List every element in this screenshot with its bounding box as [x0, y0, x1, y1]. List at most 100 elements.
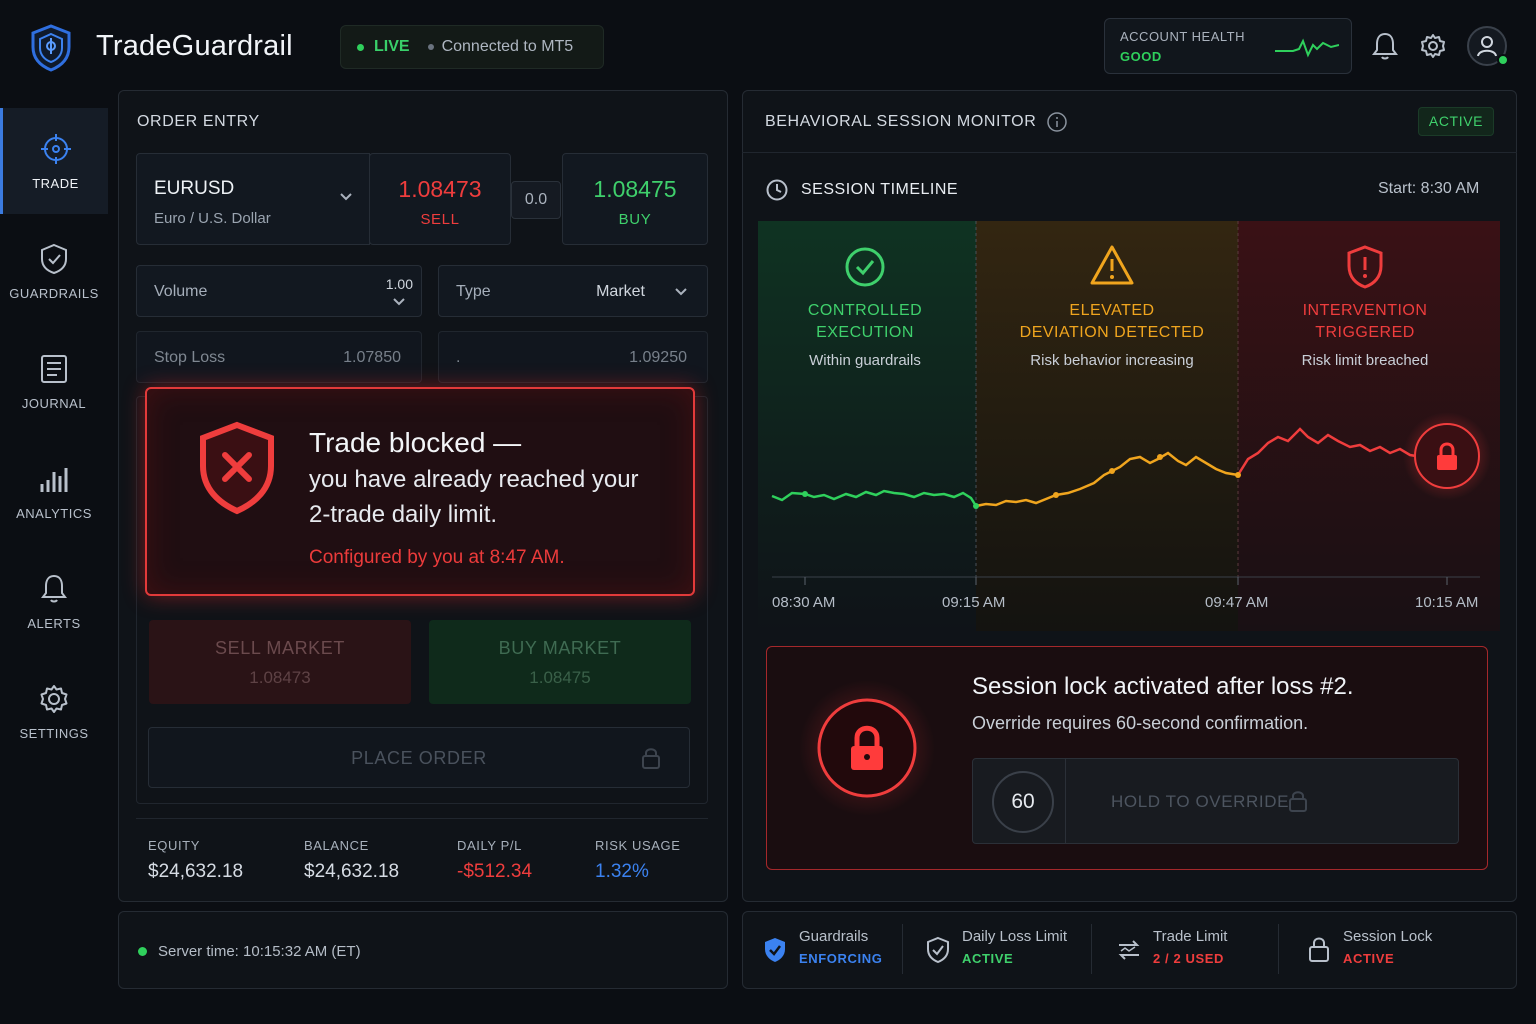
sidebar-item-journal[interactable]: JOURNAL [0, 328, 108, 434]
sidebar-item-label: SETTINGS [19, 725, 89, 741]
sidebar-item-guardrails[interactable]: GUARDRAILS [0, 218, 108, 324]
equity-value: $24,632.18 [148, 861, 244, 882]
sidebar-item-settings[interactable]: SETTINGS [0, 658, 108, 764]
sidebar-item-analytics[interactable]: ANALYTICS [0, 438, 108, 544]
sidebar-item-trade[interactable]: TRADE [0, 108, 108, 214]
risk-usage-label: RISK USAGE [595, 838, 681, 853]
status-value: ACTIVE [1343, 951, 1395, 966]
hold-to-override-button[interactable]: 60 HOLD TO OVERRIDE [972, 758, 1459, 844]
sell-price-button[interactable]: 1.08473 SELL [369, 153, 511, 245]
session-line-controlled [771, 489, 978, 507]
status-daily-loss-limit: Daily Loss Limit ACTIVE [962, 928, 1067, 966]
chevron-down-icon [340, 193, 352, 201]
sell-market-button[interactable]: SELL MARKET 1.08473 [149, 620, 411, 704]
user-avatar[interactable] [1467, 26, 1509, 66]
session-timeline-chart [758, 221, 1500, 631]
daily-pl-label: DAILY P/L [457, 838, 522, 853]
stop-loss-label: Stop Loss [154, 349, 226, 366]
stop-loss-value: 1.07850 [343, 349, 401, 366]
health-sparkline-icon [1275, 38, 1339, 58]
account-health-widget[interactable]: ACCOUNT HEALTH GOOD [1104, 18, 1352, 74]
trade-blocked-alert: Trade blocked — you have already reached… [145, 387, 695, 596]
sell-market-label: SELL MARKET [215, 638, 345, 658]
divider [136, 818, 708, 819]
volume-field[interactable]: Volume 1.00 [136, 265, 422, 317]
stop-loss-field[interactable]: Stop Loss 1.07850 [136, 331, 422, 383]
session-lock-panel: Session lock activated after loss #2. Ov… [766, 646, 1488, 870]
check-circle-icon [845, 247, 885, 287]
zone-title-line: ELEVATED [1069, 302, 1155, 319]
symbol-code: EURUSD [154, 178, 235, 199]
buy-market-button[interactable]: BUY MARKET 1.08475 [429, 620, 691, 704]
account-health-value: GOOD [1120, 49, 1162, 64]
session-timeline-title: SESSION TIMELINE [801, 181, 959, 198]
connection-label: Connected to MT5 [441, 38, 574, 55]
status-session-lock: Session Lock ACTIVE [1343, 928, 1432, 966]
zone-title-line: TRIGGERED [1315, 324, 1415, 341]
buy-label: BUY [618, 211, 652, 228]
monitor-status-badge: ACTIVE [1418, 107, 1494, 136]
sidebar-item-alerts[interactable]: ALERTS [0, 548, 108, 654]
zone-title-line: DEVIATION DETECTED [1019, 324, 1205, 341]
gear-icon[interactable] [1418, 30, 1448, 62]
axis-tick-label: 09:15 AM [942, 594, 1006, 611]
volume-label: Volume [154, 283, 208, 300]
shield-x-icon [200, 421, 274, 515]
buy-market-price: 1.08475 [529, 668, 591, 687]
session-lock-subtitle: Override requires 60-second confirmation… [972, 713, 1309, 733]
risk-usage-value: 1.32% [595, 861, 649, 882]
status-value: ACTIVE [962, 951, 1014, 966]
buy-price-button[interactable]: 1.08475 BUY [562, 153, 708, 245]
shield-alert-icon [1347, 245, 1383, 289]
status-name: Session Lock [1343, 928, 1433, 945]
zone-controlled-title: CONTROLLED EXECUTION [775, 300, 955, 344]
live-dot-icon [357, 43, 364, 51]
sell-price: 1.08473 [398, 176, 482, 202]
server-time: Server time: 10:15:32 AM (ET) [158, 943, 361, 960]
bell-icon [41, 574, 67, 602]
divider [1278, 924, 1279, 974]
divider [902, 924, 903, 974]
symbol-selector[interactable]: EURUSD Euro / U.S. Dollar [136, 153, 370, 245]
place-order-button[interactable]: PLACE ORDER [148, 727, 690, 788]
order-type-select[interactable]: Type Market [438, 265, 708, 317]
status-trade-limit: Trade Limit 2 / 2 USED [1153, 928, 1227, 966]
warning-triangle-icon [1090, 245, 1134, 285]
balance-label: BALANCE [304, 838, 369, 853]
bar-chart-icon [40, 467, 68, 492]
order-type-label: Type [456, 283, 491, 300]
countdown-timer: 60 [992, 771, 1054, 833]
connection-dot-icon [427, 44, 434, 50]
shield-outline-icon [927, 936, 949, 964]
symbol-name: Euro / U.S. Dollar [154, 210, 271, 227]
shield-check-icon [41, 243, 67, 274]
server-time-panel [118, 911, 728, 989]
status-name: Daily Loss Limit [962, 928, 1068, 945]
status-name: Trade Limit [1153, 928, 1228, 945]
session-lock-title: Session lock activated after loss #2. [972, 673, 1354, 700]
sidebar-item-label: ALERTS [27, 615, 81, 631]
place-order-label: PLACE ORDER [351, 748, 487, 768]
trade-blocked-message-line1: you have already reached your [309, 466, 639, 493]
clock-icon [766, 179, 788, 201]
axis-tick-label: 08:30 AM [772, 594, 836, 611]
journal-icon [41, 354, 67, 383]
sell-market-price: 1.08473 [249, 668, 311, 687]
info-icon[interactable] [1046, 111, 1068, 133]
sidebar: TRADE GUARDRAILS JOURNAL ANALYTICS ALERT… [0, 108, 108, 1024]
daily-pl-value: -$512.34 [457, 861, 533, 882]
take-profit-field[interactable]: . 1.09250 [438, 331, 708, 383]
zone-intervention-title: INTERVENTION TRIGGERED [1270, 300, 1460, 344]
bell-icon[interactable] [1370, 30, 1400, 62]
buy-market-label: BUY MARKET [498, 638, 622, 658]
lock-icon [1309, 937, 1329, 962]
divider [1091, 924, 1092, 974]
user-icon [1477, 36, 1497, 57]
sell-label: SELL [420, 211, 460, 228]
connection-status: LIVE Connected to MT5 [340, 25, 604, 69]
lock-circle-icon [799, 680, 935, 816]
gear-icon [40, 684, 68, 713]
sidebar-item-label: GUARDRAILS [9, 285, 99, 301]
divider [1065, 759, 1066, 843]
chevron-down-icon[interactable] [393, 298, 405, 306]
